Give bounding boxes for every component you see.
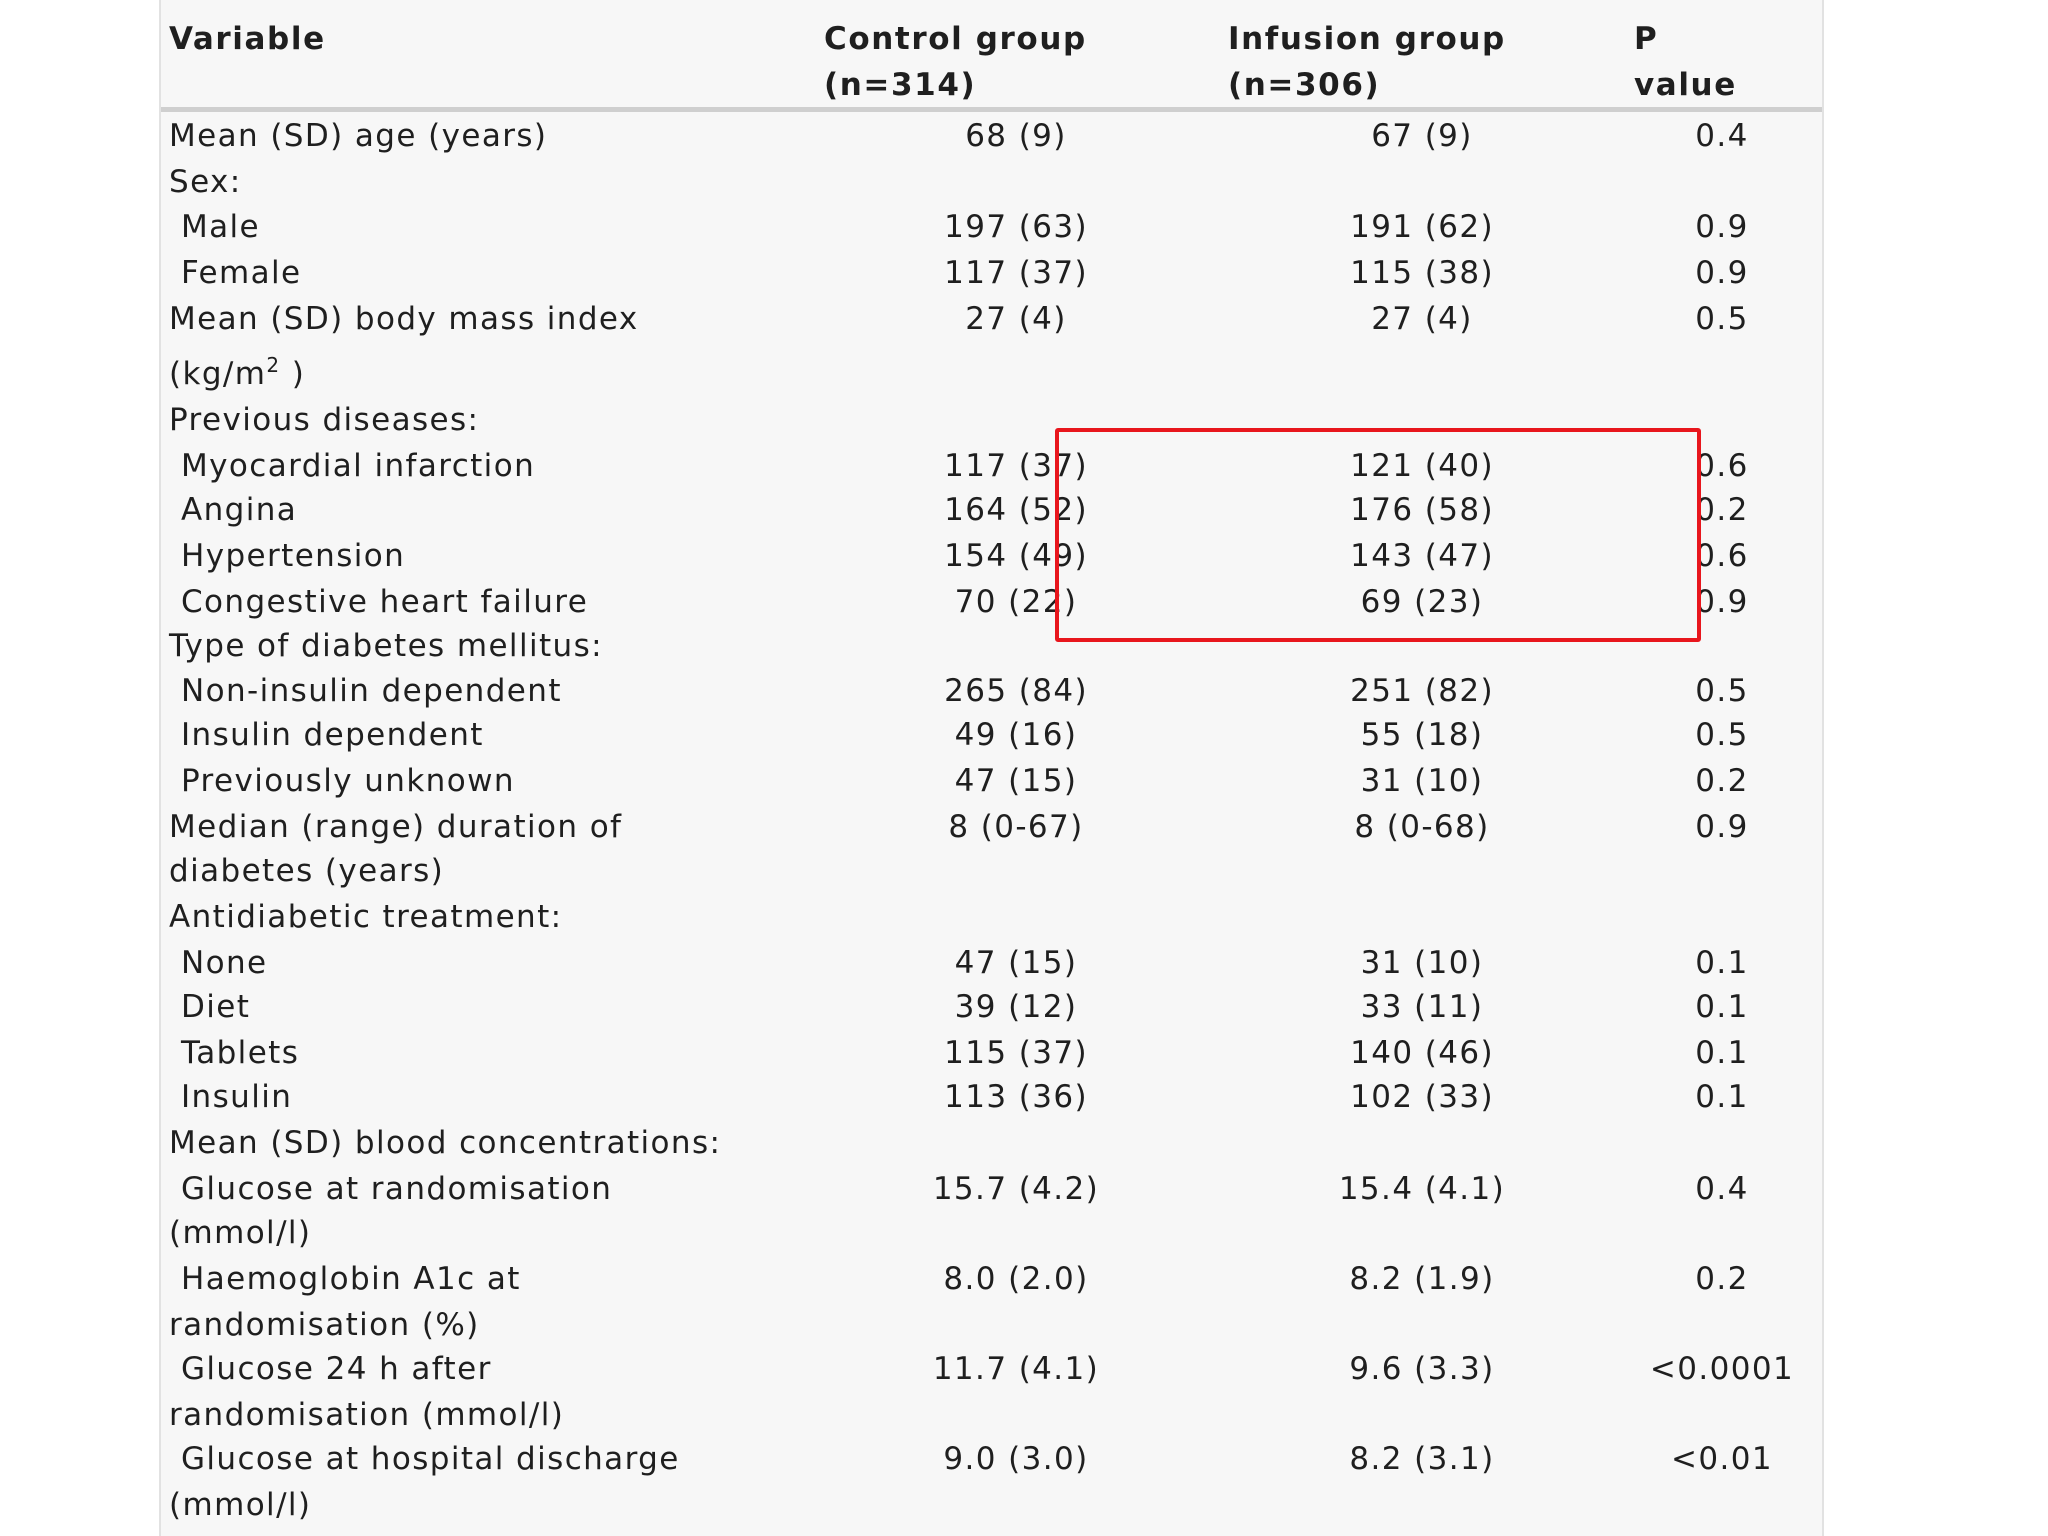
row-label-continuation: diabetes (years) xyxy=(169,853,445,889)
row-label: None xyxy=(181,945,268,981)
row-label: Male xyxy=(181,209,261,245)
row-label: Median (range) duration of xyxy=(169,809,623,845)
header-infusion-line1: Infusion group xyxy=(1228,21,1506,57)
row-label: Insulin dependent xyxy=(181,717,484,753)
row-label: Mean (SD) blood concentrations: xyxy=(169,1125,722,1161)
row-label-continuation: randomisation (mmol/l) xyxy=(169,1397,565,1433)
row-label: Mean (SD) body mass index xyxy=(169,301,639,337)
row-label: Myocardial infarction xyxy=(181,448,536,484)
header-variable: Variable xyxy=(169,21,326,57)
header-p-line2: value xyxy=(1634,67,1737,103)
row-label: Tablets xyxy=(181,1035,300,1071)
row-label: Haemoglobin A1c at xyxy=(181,1261,521,1297)
row-label: Type of diabetes mellitus: xyxy=(169,628,603,664)
row-label: Female xyxy=(181,255,302,291)
row-label: Hypertension xyxy=(181,538,406,574)
header-control-line1: Control group xyxy=(824,21,1087,57)
row-label: Antidiabetic treatment: xyxy=(169,899,563,935)
row-label: Glucose 24 h after xyxy=(181,1351,492,1387)
row-label-continuation: (mmol/l) xyxy=(169,1487,312,1523)
highlight-box xyxy=(1055,428,1701,642)
row-label: Non-insulin dependent xyxy=(181,673,562,709)
header-infusion-line2: (n=306) xyxy=(1228,67,1381,103)
row-label: Insulin xyxy=(181,1079,293,1115)
baseline-characteristics-table: Variable Control group (n=314) Infusion … xyxy=(159,0,1824,1536)
header-control-line2: (n=314) xyxy=(824,67,977,103)
row-label: Previous diseases: xyxy=(169,402,480,438)
row-label: Mean (SD) age (years) xyxy=(169,118,548,154)
header-divider xyxy=(161,107,1822,112)
row-label: Diet xyxy=(181,989,251,1025)
row-label: Congestive heart failure xyxy=(181,584,589,620)
row-label-continuation: randomisation (%) xyxy=(169,1307,480,1343)
header-p-line1: P xyxy=(1634,21,1659,57)
row-label: Glucose at hospital discharge xyxy=(181,1441,680,1477)
row-label: Previously unknown xyxy=(181,763,515,799)
row-label-continuation: (mmol/l) xyxy=(169,1215,312,1251)
row-label: Angina xyxy=(181,492,298,528)
row-label: Glucose at randomisation xyxy=(181,1171,613,1207)
row-label: Sex: xyxy=(169,164,242,200)
row-label-continuation: (kg/m2 ) xyxy=(169,353,306,392)
